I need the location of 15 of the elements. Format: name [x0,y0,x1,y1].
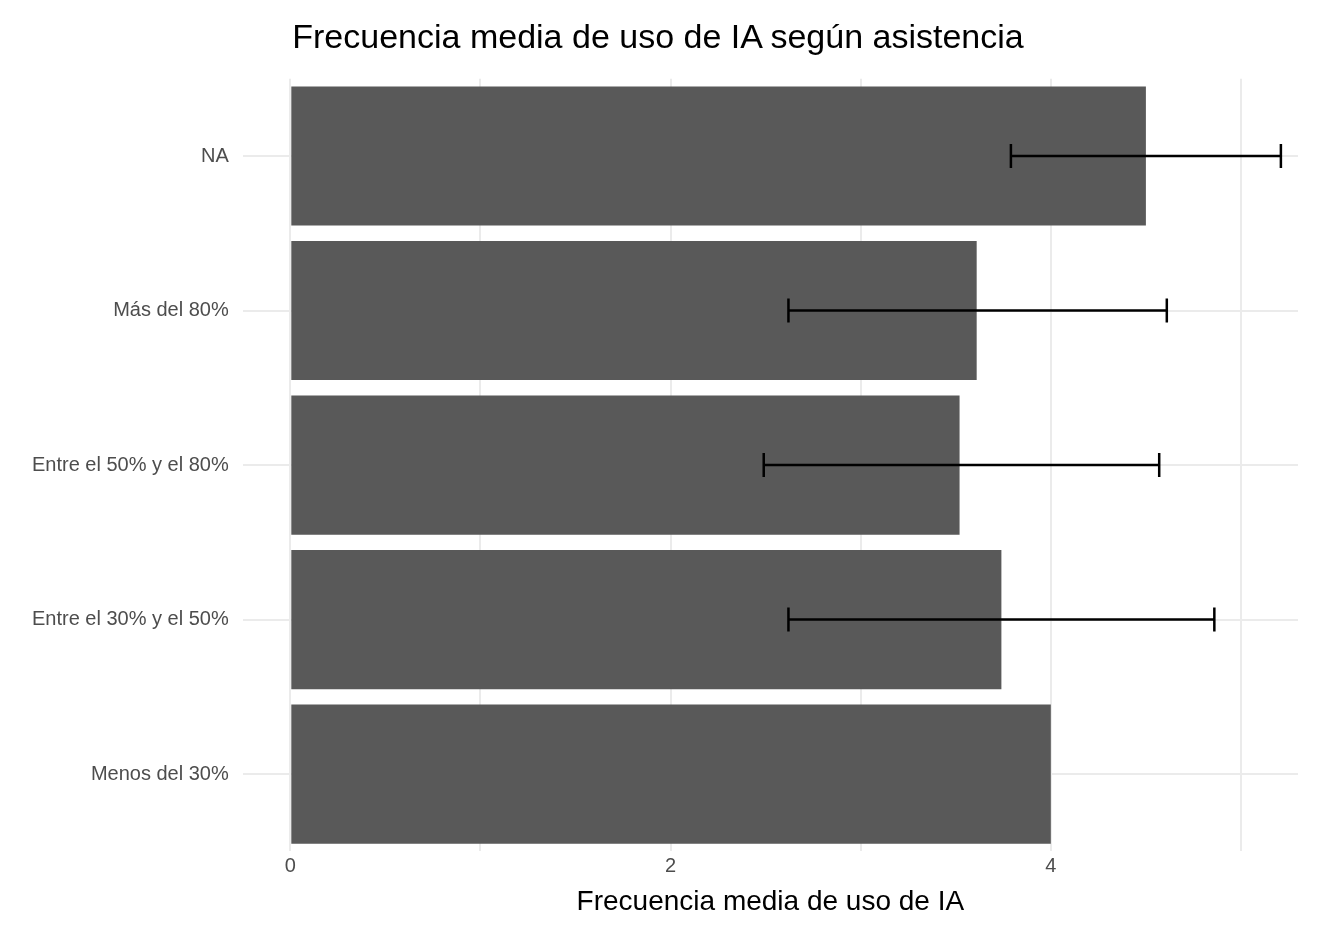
bar [291,86,1146,226]
x-tick-label: 4 [1045,853,1057,876]
chart-title: Frecuencia media de uso de IA según asistencia [292,16,1024,55]
y-tick-label: Entre el 50% y el 80% [32,452,229,475]
bar [291,241,977,381]
bar [291,550,1002,690]
y-tick-label: Entre el 30% y el 50% [32,607,229,630]
bar [291,704,1051,844]
y-tick-label: Más del 80% [113,298,229,321]
x-axis-title: Frecuencia media de uso de IA [576,884,965,916]
y-tick-label: NA [200,143,230,166]
y-tick-label: Menos del 30% [90,761,229,784]
x-tick-label: 2 [665,853,677,876]
bar [291,395,960,535]
x-tick-label: 0 [284,853,296,876]
